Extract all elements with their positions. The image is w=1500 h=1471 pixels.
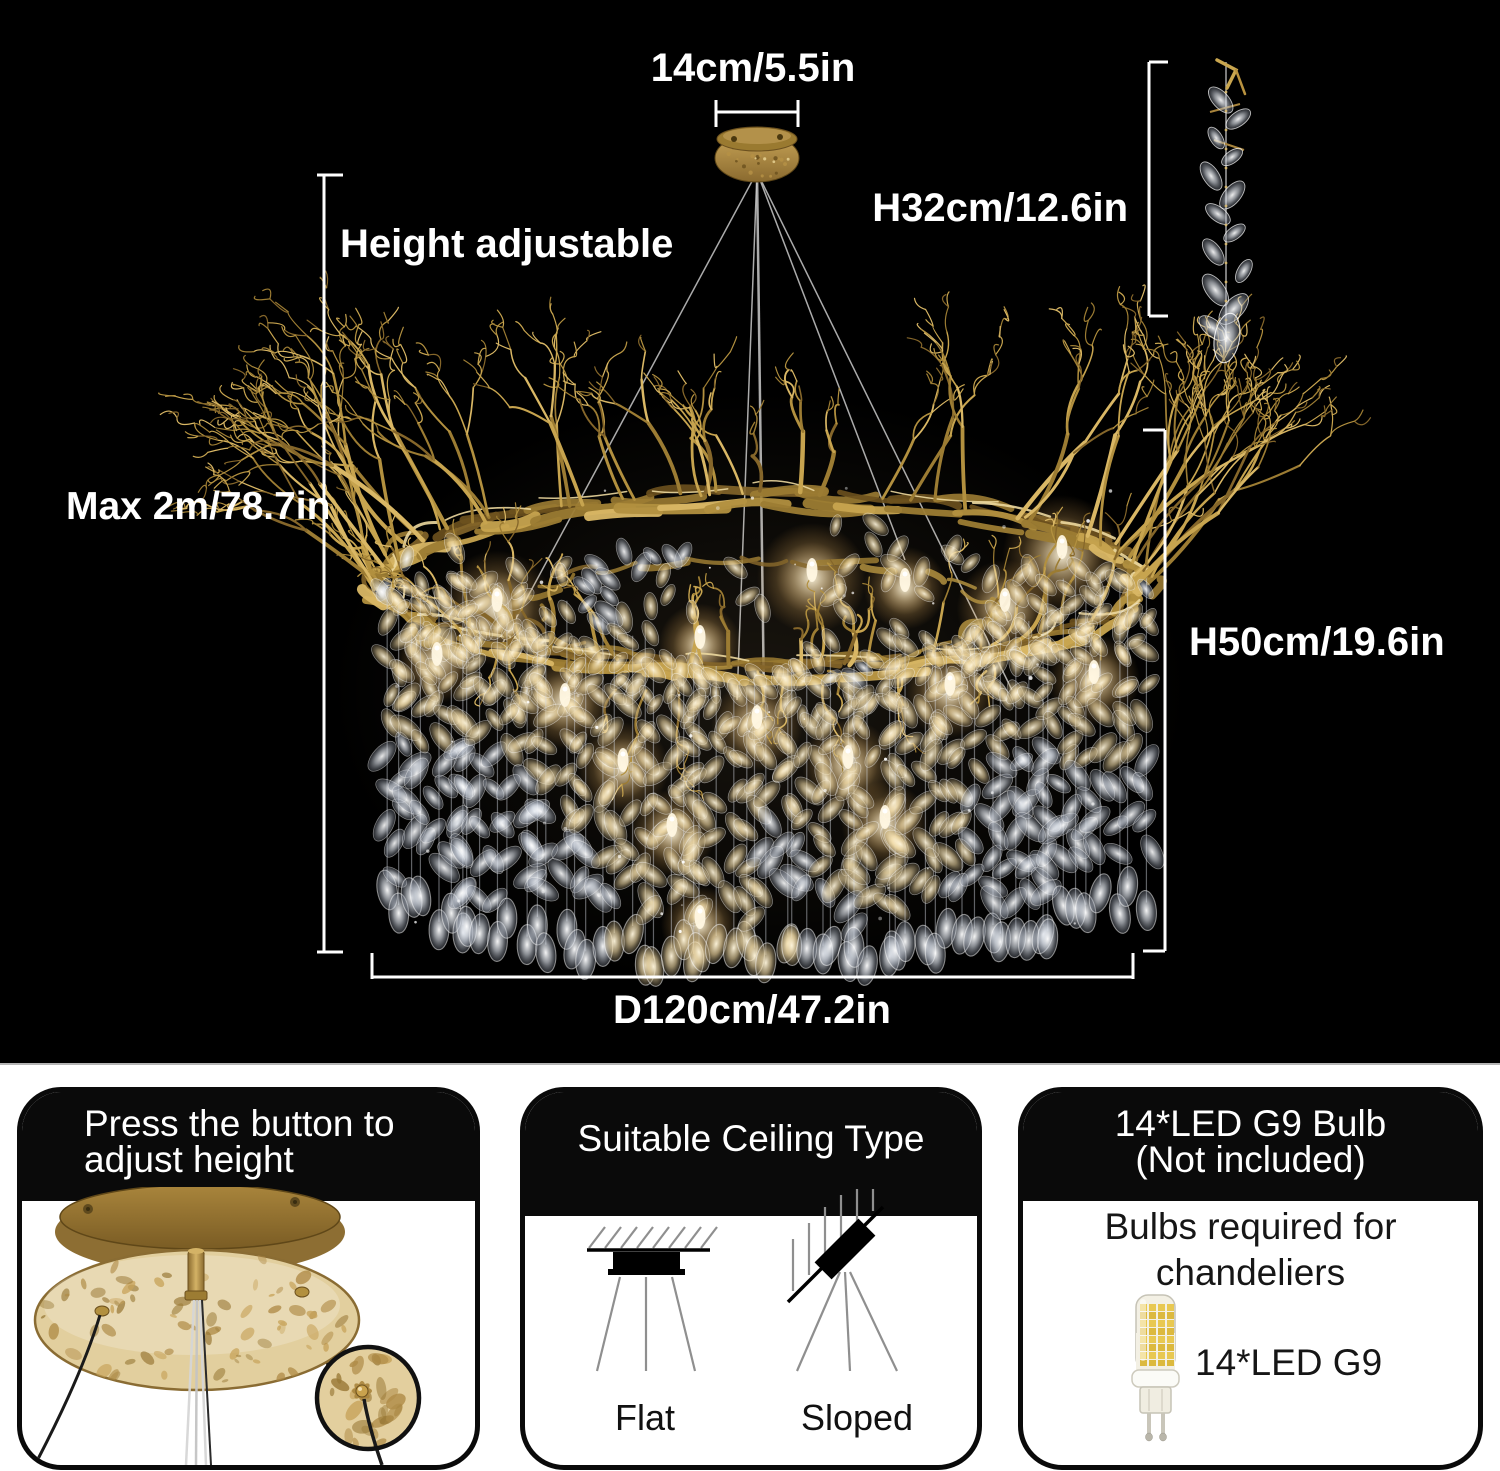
card-adjust-title-line1: Press the button to [84, 1103, 395, 1144]
dim-fixture-height-label: H50cm/19.6in [1189, 620, 1445, 664]
height-adjustable-label: Height adjustable [340, 222, 674, 266]
dim-max-drop-label: Max 2m/78.7in [66, 485, 331, 528]
card-bulb-title: 14*LED G9 Bulb (Not included) [1023, 1092, 1478, 1201]
card-ceiling-type-title: Suitable Ceiling Type [525, 1092, 977, 1216]
g9-bulb-icon [1131, 1294, 1180, 1442]
card-bulb-title-line2: (Not included) [1135, 1139, 1366, 1180]
magnifier-detail-circle [314, 1344, 422, 1465]
card-bulb-info: 14*LED G9 Bulb (Not included) Bulbs requ… [1018, 1087, 1483, 1470]
bulb-count-label: 14*LED G9 [1195, 1342, 1383, 1383]
dim-canopy-width-label: 14cm/5.5in [650, 46, 856, 90]
flat-ceiling-label: Flat [614, 1397, 675, 1438]
ceiling-type-diagrams [587, 1189, 898, 1372]
dim-strand-height-label: H32cm/12.6in [872, 186, 1128, 230]
card-bulb-title-line1: 14*LED G9 Bulb [1114, 1103, 1387, 1144]
sloped-ceiling-label: Sloped [800, 1397, 914, 1438]
canopy-detail-photo [33, 1187, 422, 1465]
card-ceiling-type: Suitable Ceiling Type [520, 1087, 982, 1470]
g9-bulb-body [1131, 1294, 1180, 1442]
card-ceiling-title: Suitable Ceiling Type [577, 1118, 925, 1159]
sloped-ceiling-icon [786, 1189, 898, 1372]
card-adjust-height-title: Press the button to adjust height [22, 1092, 475, 1201]
bulb-required-text: Bulbs required for chandeliers [1023, 1204, 1478, 1296]
hero-section: 14cm/5.5in H32cm/12.6in Height adjustabl… [0, 0, 1500, 1065]
card-adjust-title-line2: adjust height [84, 1139, 294, 1180]
bulb-required-line2: chandeliers [1155, 1252, 1346, 1293]
flat-ceiling-icon [587, 1226, 718, 1372]
dim-diameter-label: D120cm/47.2in [613, 988, 891, 1032]
crystal-strand-photo [1198, 58, 1253, 364]
dimension-lines [317, 60, 1168, 979]
chandelier-photo [158, 58, 1372, 990]
card-adjust-height: Press the button to adjust height [17, 1087, 480, 1470]
bulb-required-line1: Bulbs required for [1104, 1206, 1397, 1247]
